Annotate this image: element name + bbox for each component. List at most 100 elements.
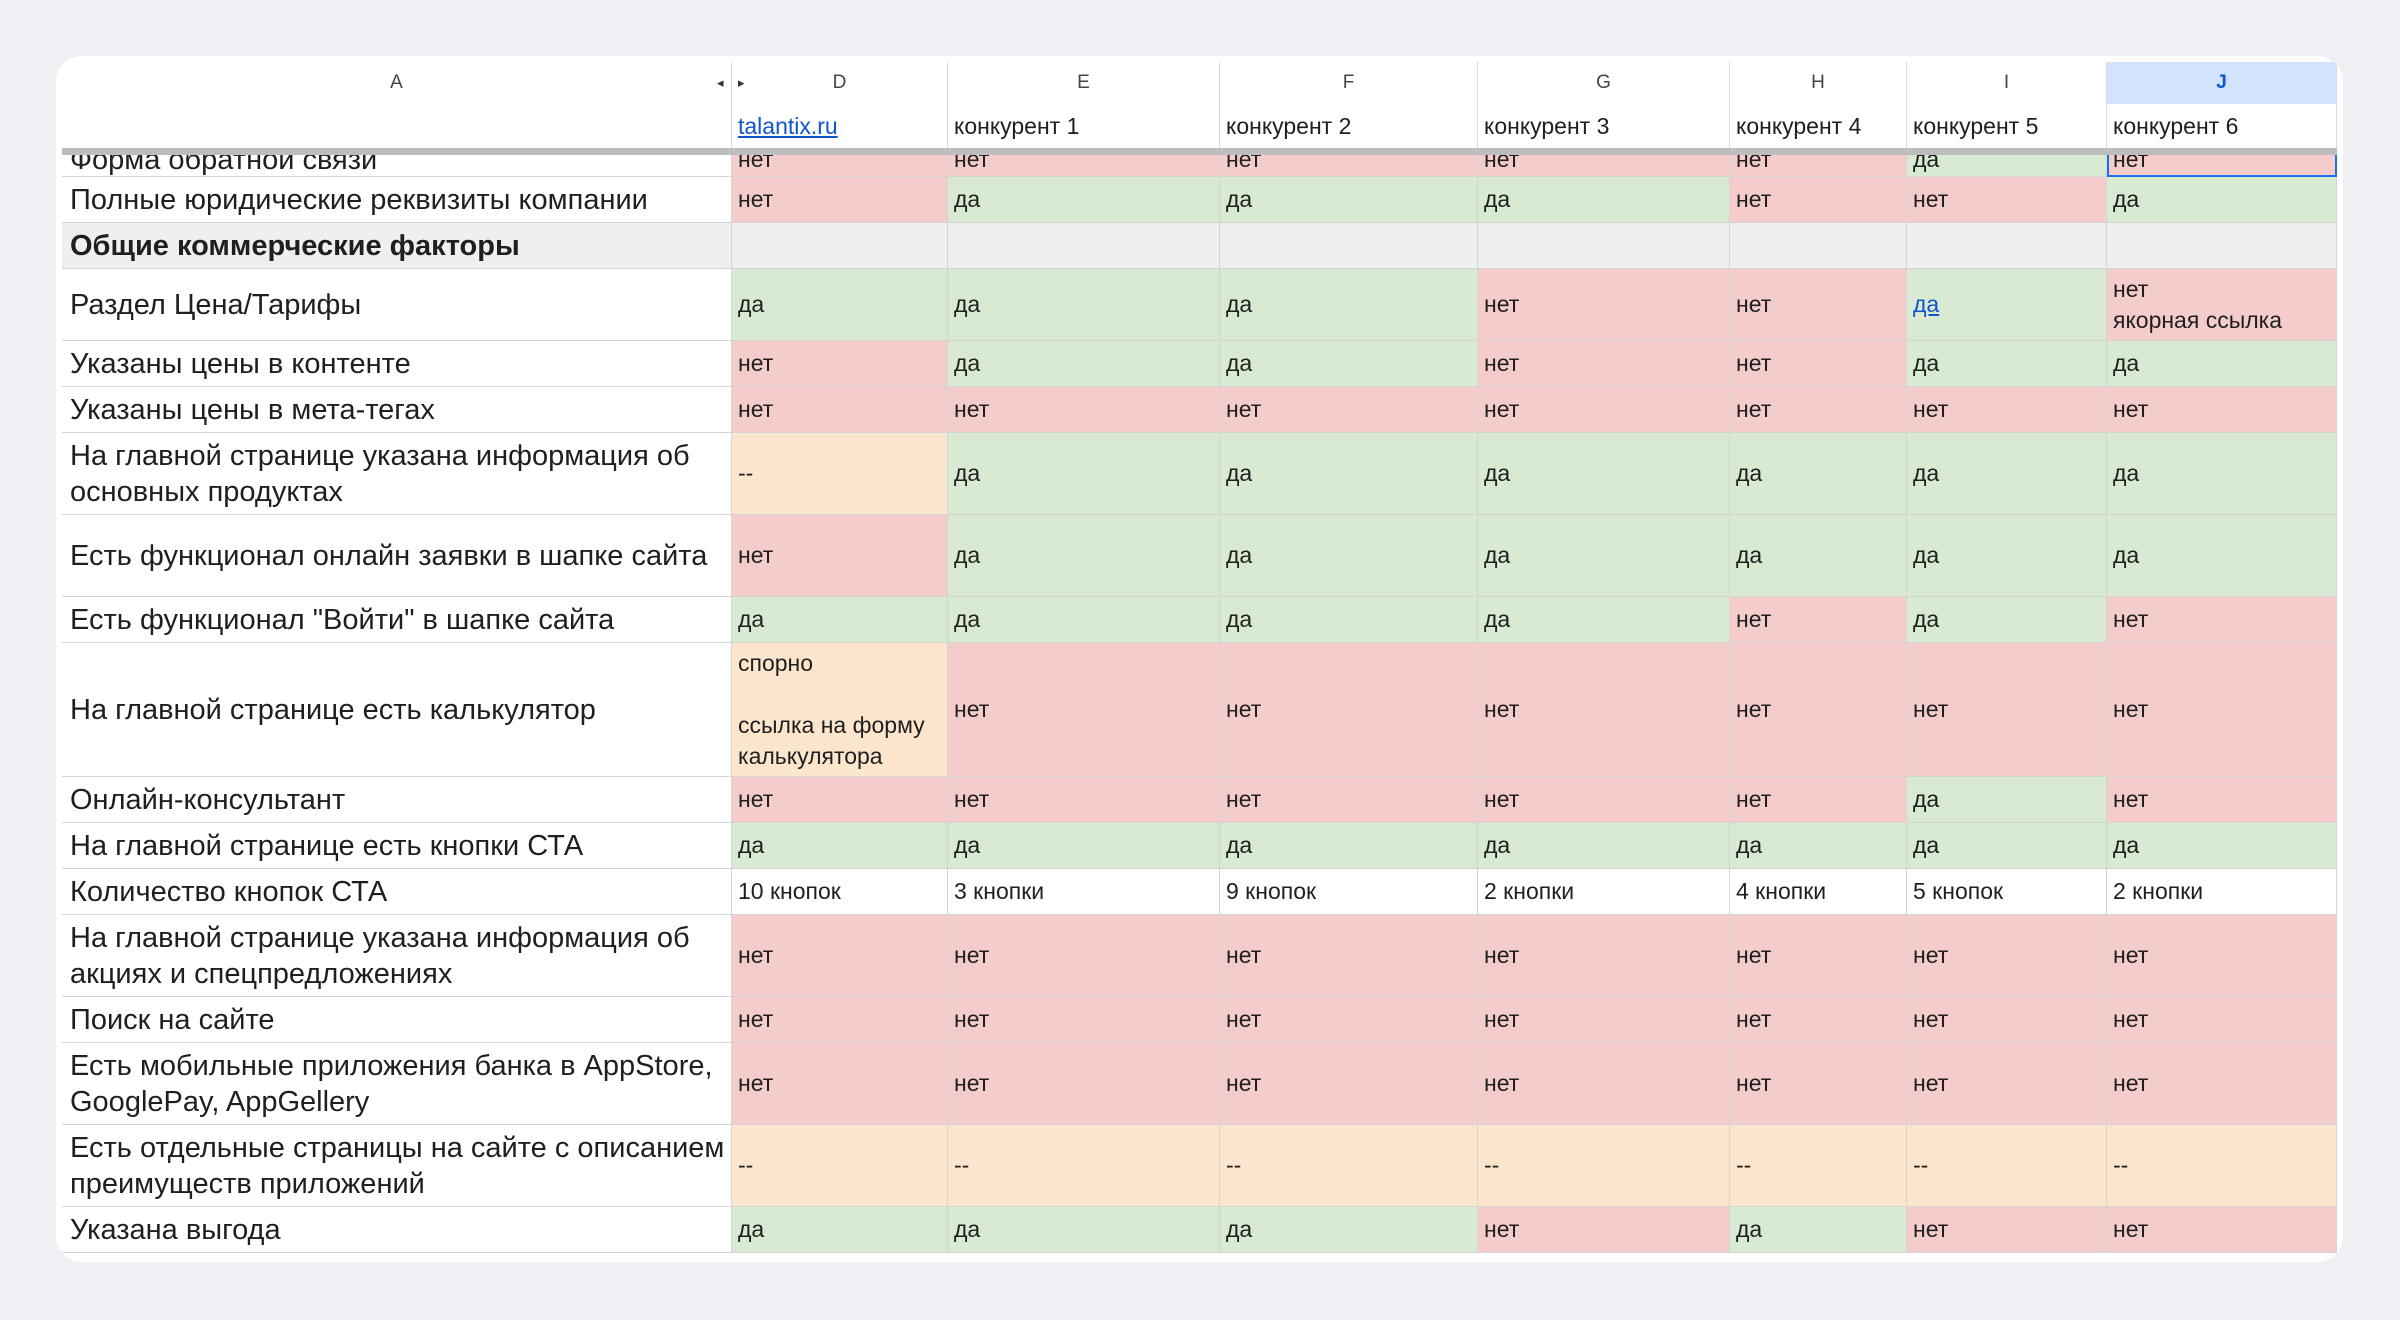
table-cell[interactable]: -- — [732, 433, 948, 515]
column-header-j[interactable]: J — [2107, 62, 2337, 104]
header-cell-competitor[interactable]: конкурент 1 — [948, 104, 1220, 148]
table-cell[interactable]: -- — [1478, 1125, 1730, 1207]
row-label[interactable]: На главной странице указана информация о… — [62, 433, 732, 515]
table-cell[interactable]: нет — [1478, 997, 1730, 1043]
table-cell[interactable]: 10 кнопок — [732, 869, 948, 915]
table-cell[interactable]: да — [2107, 177, 2337, 223]
table-cell[interactable] — [948, 223, 1220, 269]
row-label[interactable]: Количество кнопок СТА — [62, 869, 732, 915]
table-cell[interactable]: да — [1907, 269, 2107, 341]
cell-link[interactable]: да — [1913, 291, 1940, 317]
table-cell[interactable]: -- — [1730, 1125, 1907, 1207]
row-label[interactable]: На главной странице есть кнопки СТА — [62, 823, 732, 869]
row-label[interactable]: Поиск на сайте — [62, 997, 732, 1043]
table-cell[interactable]: да — [948, 269, 1220, 341]
column-header-e[interactable]: E — [948, 62, 1220, 104]
row-label[interactable]: Указаны цены в контенте — [62, 341, 732, 387]
table-cell[interactable]: нет — [2107, 915, 2337, 997]
row-label[interactable]: Полные юридические реквизиты компании — [62, 177, 732, 223]
table-cell[interactable]: -- — [2107, 1125, 2337, 1207]
table-cell[interactable]: нет — [1478, 387, 1730, 433]
table-cell[interactable]: нет — [732, 341, 948, 387]
row-label[interactable]: Онлайн-консультант — [62, 777, 732, 823]
header-cell-competitor[interactable]: конкурент 2 — [1220, 104, 1478, 148]
column-header-f[interactable]: F — [1220, 62, 1478, 104]
table-cell[interactable] — [1907, 223, 2107, 269]
table-cell[interactable]: да — [732, 823, 948, 869]
column-header-i[interactable]: I — [1907, 62, 2107, 104]
row-label[interactable]: Раздел Цена/Тарифы — [62, 269, 732, 341]
table-cell[interactable]: нет — [2107, 1043, 2337, 1125]
table-cell[interactable]: нет — [732, 1043, 948, 1125]
table-cell[interactable]: да — [1478, 177, 1730, 223]
table-cell[interactable]: да — [2107, 341, 2337, 387]
table-cell[interactable]: нет — [1907, 1207, 2107, 1253]
table-cell[interactable]: 4 кнопки — [1730, 869, 1907, 915]
collapse-left-arrow-icon[interactable]: ◂ — [717, 75, 724, 90]
row-label[interactable]: Указаны цены в мета-тегах — [62, 387, 732, 433]
table-cell[interactable]: нет — [1478, 777, 1730, 823]
table-cell[interactable]: нет якорная ссылка — [2107, 269, 2337, 341]
table-cell[interactable]: нет — [1730, 997, 1907, 1043]
table-cell[interactable]: -- — [1907, 1125, 2107, 1207]
row-label[interactable]: Есть мобильные приложения банка в AppSto… — [62, 1043, 732, 1125]
table-cell[interactable]: нет — [1478, 915, 1730, 997]
table-cell[interactable]: нет — [1907, 643, 2107, 777]
table-cell[interactable]: нет — [2107, 997, 2337, 1043]
table-cell[interactable]: да — [1907, 597, 2107, 643]
table-cell[interactable]: да — [1478, 823, 1730, 869]
table-cell[interactable]: нет — [1220, 1043, 1478, 1125]
table-cell[interactable]: да — [1730, 515, 1907, 597]
table-cell[interactable]: нет — [1730, 643, 1907, 777]
table-cell[interactable]: нет — [2107, 777, 2337, 823]
table-cell[interactable]: спорно ссылка на форму калькулятора — [732, 643, 948, 777]
table-cell[interactable]: нет — [732, 997, 948, 1043]
table-cell[interactable]: нет — [1730, 1043, 1907, 1125]
expand-right-arrow-icon[interactable]: ▸ — [738, 75, 745, 90]
table-cell[interactable]: да — [1478, 597, 1730, 643]
table-cell[interactable]: нет — [1730, 915, 1907, 997]
column-header-d[interactable]: D — [732, 62, 948, 104]
row-label[interactable]: Есть функционал "Войти" в шапке сайта — [62, 597, 732, 643]
table-cell[interactable]: да — [948, 433, 1220, 515]
table-cell[interactable]: да — [732, 269, 948, 341]
header-cell-competitor[interactable]: конкурент 6 — [2107, 104, 2337, 148]
table-cell[interactable]: нет — [1220, 387, 1478, 433]
table-cell[interactable]: да — [1907, 433, 2107, 515]
table-cell[interactable]: 3 кнопки — [948, 869, 1220, 915]
row-label[interactable]: Есть отдельные страницы на сайте с описа… — [62, 1125, 732, 1207]
table-cell[interactable]: да — [1220, 341, 1478, 387]
table-cell[interactable] — [1478, 223, 1730, 269]
table-cell[interactable]: нет — [732, 387, 948, 433]
table-cell[interactable]: нет — [1478, 1207, 1730, 1253]
table-cell[interactable] — [1220, 223, 1478, 269]
table-cell[interactable]: нет — [1907, 915, 2107, 997]
table-cell[interactable]: нет — [948, 643, 1220, 777]
header-cell-competitor[interactable]: конкурент 5 — [1907, 104, 2107, 148]
table-cell[interactable]: нет — [948, 915, 1220, 997]
table-cell[interactable]: нет — [1478, 269, 1730, 341]
table-cell[interactable]: нет — [948, 1043, 1220, 1125]
table-cell[interactable]: нет — [1907, 387, 2107, 433]
row-label[interactable]: Есть функционал онлайн заявки в шапке са… — [62, 515, 732, 597]
header-cell-competitor[interactable]: конкурент 3 — [1478, 104, 1730, 148]
table-cell[interactable]: 9 кнопок — [1220, 869, 1478, 915]
table-cell[interactable]: нет — [732, 515, 948, 597]
table-cell[interactable]: нет — [948, 777, 1220, 823]
table-cell[interactable]: нет — [1730, 387, 1907, 433]
table-cell[interactable]: 5 кнопок — [1907, 869, 2107, 915]
table-cell[interactable]: нет — [1478, 643, 1730, 777]
table-cell[interactable]: да — [1220, 823, 1478, 869]
section-title[interactable]: Общие коммерческие факторы — [62, 223, 732, 269]
table-cell[interactable]: да — [948, 823, 1220, 869]
table-cell[interactable]: да — [1907, 515, 2107, 597]
table-cell[interactable]: да — [2107, 515, 2337, 597]
table-cell[interactable]: да — [1478, 515, 1730, 597]
table-cell[interactable]: нет — [732, 915, 948, 997]
table-cell[interactable]: да — [1478, 433, 1730, 515]
table-cell[interactable]: -- — [732, 1125, 948, 1207]
table-cell[interactable]: нет — [1730, 341, 1907, 387]
table-cell[interactable]: -- — [1220, 1125, 1478, 1207]
table-cell[interactable]: да — [1907, 777, 2107, 823]
row-label[interactable]: На главной странице указана информация о… — [62, 915, 732, 997]
